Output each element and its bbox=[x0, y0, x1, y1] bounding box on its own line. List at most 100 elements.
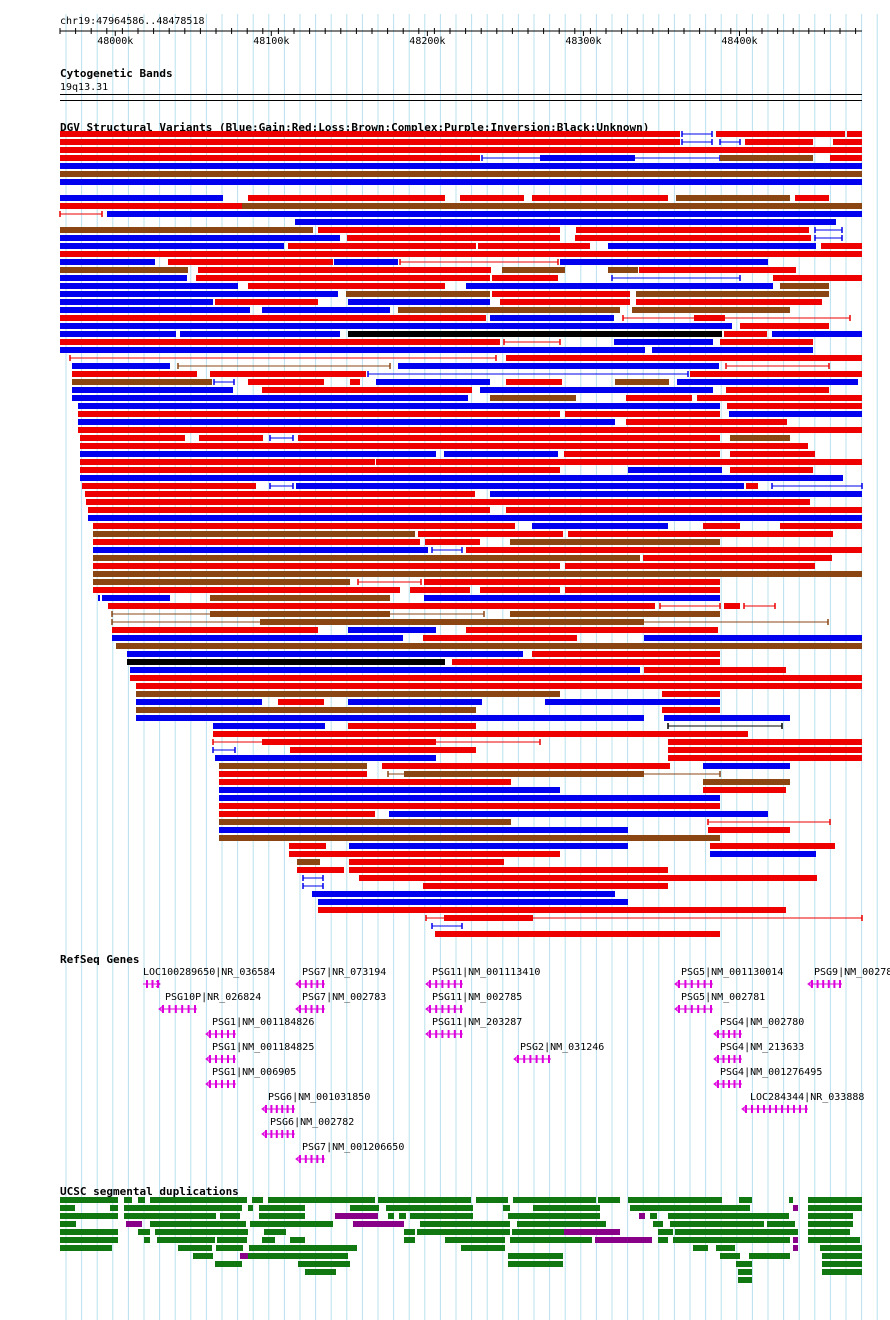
dgv-variant[interactable] bbox=[710, 851, 816, 857]
segdup-feature[interactable] bbox=[630, 1205, 750, 1211]
dgv-variant[interactable] bbox=[644, 635, 862, 641]
dgv-variant[interactable] bbox=[219, 771, 367, 777]
dgv-variant[interactable] bbox=[288, 243, 476, 249]
dgv-variant[interactable] bbox=[60, 299, 213, 305]
dgv-variant[interactable] bbox=[532, 195, 668, 201]
dgv-variant[interactable] bbox=[404, 771, 644, 777]
refseq-gene[interactable]: PSG7|NM_002783 bbox=[295, 992, 386, 1013]
dgv-variant[interactable] bbox=[340, 203, 862, 209]
dgv-variant[interactable] bbox=[80, 435, 185, 441]
segdup-feature[interactable] bbox=[290, 1237, 305, 1243]
dgv-variant[interactable] bbox=[78, 403, 720, 409]
dgv-variant[interactable] bbox=[130, 675, 862, 681]
segdup-feature[interactable] bbox=[248, 1253, 348, 1259]
dgv-variant-link[interactable] bbox=[622, 315, 851, 321]
segdup-feature[interactable] bbox=[808, 1221, 853, 1227]
dgv-variant[interactable] bbox=[60, 291, 338, 297]
segdup-feature[interactable] bbox=[650, 1213, 657, 1219]
dgv-variant[interactable] bbox=[727, 403, 862, 409]
segdup-feature[interactable] bbox=[217, 1237, 247, 1243]
segdup-feature[interactable] bbox=[639, 1213, 645, 1219]
segdup-feature[interactable] bbox=[60, 1197, 118, 1203]
dgv-variant-link[interactable] bbox=[771, 483, 863, 489]
dgv-variant[interactable] bbox=[424, 595, 720, 601]
dgv-variant[interactable] bbox=[545, 699, 720, 705]
dgv-variant[interactable] bbox=[112, 635, 403, 641]
dgv-variant[interactable] bbox=[452, 659, 720, 665]
segdup-feature[interactable] bbox=[793, 1245, 798, 1251]
dgv-variant[interactable] bbox=[490, 315, 614, 321]
dgv-variant[interactable] bbox=[726, 387, 829, 393]
dgv-variant-link[interactable] bbox=[59, 211, 103, 217]
segdup-feature[interactable] bbox=[216, 1245, 243, 1251]
dgv-variant[interactable] bbox=[347, 235, 560, 241]
segdup-feature[interactable] bbox=[150, 1197, 247, 1203]
segdup-feature[interactable] bbox=[822, 1261, 862, 1267]
dgv-variant-link[interactable] bbox=[681, 131, 713, 137]
refseq-gene[interactable]: PSG5|NM_002781 bbox=[674, 992, 765, 1013]
dgv-variant[interactable] bbox=[676, 195, 790, 201]
cytoband-track[interactable]: Cytogenetic Bands 19q13.31 bbox=[60, 67, 862, 101]
dgv-variant[interactable] bbox=[740, 323, 829, 329]
dgv-variant[interactable] bbox=[466, 283, 773, 289]
segdup-feature[interactable] bbox=[739, 1197, 752, 1203]
dgv-variant[interactable] bbox=[435, 931, 720, 937]
dgv-variant[interactable] bbox=[348, 627, 436, 633]
dgv-variant[interactable] bbox=[80, 451, 436, 457]
dgv-variant[interactable] bbox=[772, 331, 862, 337]
segdup-feature[interactable] bbox=[259, 1205, 305, 1211]
refseq-gene[interactable]: PSG6|NM_001031850 bbox=[261, 1092, 370, 1113]
dgv-variant[interactable] bbox=[98, 595, 100, 601]
segdup-feature[interactable] bbox=[513, 1197, 596, 1203]
dgv-variant-link[interactable] bbox=[814, 227, 843, 233]
segdup-feature[interactable] bbox=[738, 1277, 752, 1283]
segdup-feature[interactable] bbox=[658, 1237, 668, 1243]
segdup-feature[interactable] bbox=[60, 1229, 118, 1235]
segdup-feature[interactable] bbox=[410, 1213, 473, 1219]
dgv-variant[interactable] bbox=[215, 299, 318, 305]
dgv-variant[interactable] bbox=[60, 331, 176, 337]
dgv-variant[interactable] bbox=[93, 579, 350, 585]
dgv-variant[interactable] bbox=[219, 787, 560, 793]
dgv-variant[interactable] bbox=[615, 379, 669, 385]
segdup-feature[interactable] bbox=[399, 1213, 406, 1219]
dgv-variant[interactable] bbox=[614, 339, 713, 345]
dgv-variant[interactable] bbox=[510, 611, 720, 617]
dgv-variant[interactable] bbox=[215, 755, 436, 761]
dgv-variant[interactable] bbox=[60, 131, 680, 137]
segdup-feature[interactable] bbox=[240, 1253, 248, 1259]
dgv-variant[interactable] bbox=[506, 379, 562, 385]
dgv-variant[interactable] bbox=[219, 795, 720, 801]
segdup-feature[interactable] bbox=[144, 1237, 150, 1243]
refseq-gene[interactable]: PSG1|NM_001184825 bbox=[205, 1042, 314, 1063]
segdup-feature[interactable] bbox=[503, 1205, 510, 1211]
dgv-variant[interactable] bbox=[136, 707, 476, 713]
dgv-variant[interactable] bbox=[643, 555, 832, 561]
dgv-variant-link[interactable] bbox=[177, 363, 391, 369]
refseq-gene[interactable]: PSG10P|NR_026824 bbox=[158, 992, 261, 1013]
segdup-feature[interactable] bbox=[248, 1205, 253, 1211]
segdup-feature[interactable] bbox=[738, 1269, 752, 1275]
segdup-feature[interactable] bbox=[508, 1253, 563, 1259]
dgv-variant[interactable] bbox=[677, 379, 858, 385]
segdup-feature[interactable] bbox=[808, 1229, 850, 1235]
dgv-variant[interactable] bbox=[168, 259, 333, 265]
segdup-feature[interactable] bbox=[716, 1245, 735, 1251]
segdup-track[interactable]: UCSC segmental duplications bbox=[60, 1185, 862, 1283]
segdup-feature[interactable] bbox=[386, 1205, 473, 1211]
dgv-variant[interactable] bbox=[703, 779, 790, 785]
dgv-variant[interactable] bbox=[93, 523, 515, 529]
dgv-variant-link[interactable] bbox=[667, 723, 783, 729]
dgv-variant-link[interactable] bbox=[431, 547, 463, 553]
dgv-variant[interactable] bbox=[116, 643, 862, 649]
dgv-variant[interactable] bbox=[644, 667, 786, 673]
refseq-gene[interactable]: PSG1|NM_001184826 bbox=[205, 1017, 314, 1038]
segdup-feature[interactable] bbox=[476, 1197, 508, 1203]
segdup-feature[interactable] bbox=[417, 1229, 510, 1235]
dgv-variant[interactable] bbox=[60, 347, 645, 353]
dgv-variant[interactable] bbox=[349, 843, 628, 849]
segdup-feature[interactable] bbox=[138, 1229, 150, 1235]
segdup-feature[interactable] bbox=[249, 1245, 357, 1251]
dgv-variant[interactable] bbox=[260, 619, 644, 625]
dgv-variant[interactable] bbox=[213, 731, 748, 737]
